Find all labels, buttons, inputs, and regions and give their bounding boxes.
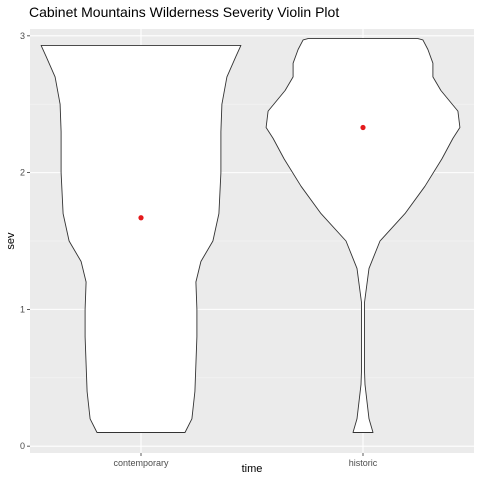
y-tick-label: 3 <box>20 31 25 41</box>
y-axis-title: sev <box>5 232 17 250</box>
y-axis: 0 1 2 3 <box>20 31 30 451</box>
chart-title: Cabinet Mountains Wilderness Severity Vi… <box>29 4 339 20</box>
x-tick-label: historic <box>349 458 378 468</box>
y-tick-label: 0 <box>20 441 25 451</box>
mean-point-contemporary <box>138 215 143 220</box>
mean-point-historic <box>360 125 365 130</box>
x-tick-label: contemporary <box>113 458 169 468</box>
y-tick-label: 2 <box>20 168 25 178</box>
y-tick-label: 1 <box>20 304 25 314</box>
x-axis-title: time <box>242 463 263 475</box>
